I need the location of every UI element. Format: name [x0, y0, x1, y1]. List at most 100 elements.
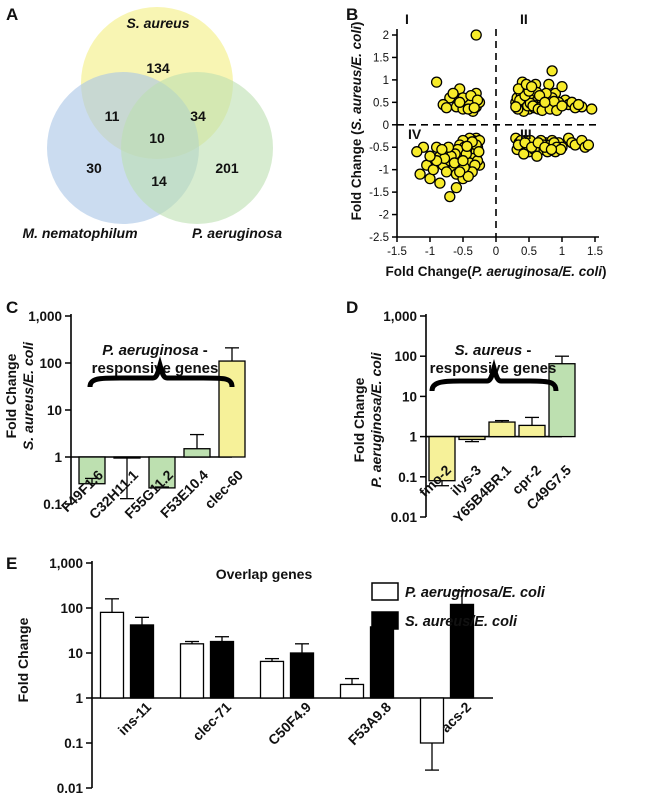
c-bar [148, 456, 176, 489]
d-y-tick-label: 10 [402, 389, 417, 404]
scatter-point [525, 80, 538, 93]
scatter-point [440, 166, 453, 178]
venn-label-s-aureus: S. aureus [126, 15, 189, 31]
scatter-point [468, 102, 480, 114]
scatter-x-tick-label: 0.5 [521, 246, 537, 258]
scatter-points [411, 29, 598, 203]
e-y-tick-label: 10 [68, 646, 83, 661]
legend-swatch-s-aureus [371, 611, 399, 630]
legend-label-s-aureus: S. aureus/E. coli [405, 614, 518, 630]
venn-count-aureus-only: 134 [146, 60, 170, 76]
quadrant-label-iv: IV [408, 126, 422, 142]
quadrant-label-i: I [405, 11, 409, 27]
scatter-point [424, 150, 436, 162]
scatter-point [457, 155, 469, 167]
e-bar [179, 643, 205, 699]
scatter-x-tick-label: -1 [425, 246, 435, 258]
scatter-point [454, 166, 466, 178]
scatter-y-tick-label: -0.5 [369, 142, 389, 154]
c-bar [183, 448, 211, 458]
e-category-label: F53A9.8 [345, 699, 394, 748]
scatter-point [440, 102, 453, 114]
c-y-tick-label: 100 [39, 356, 62, 371]
scatter-point [470, 29, 482, 41]
d-bar [488, 421, 516, 438]
quadrant-label-ii: II [520, 11, 528, 27]
scatter-point [461, 140, 473, 152]
d-y-tick-label: 100 [394, 349, 417, 364]
scatter-y-tick-label: 0 [383, 120, 389, 132]
d-bar [518, 424, 546, 438]
c-bar [218, 360, 246, 458]
d-y-tick-label: 0.01 [391, 510, 418, 525]
c-category-label: clec-60 [201, 467, 246, 512]
panel-d: D 0.010.11101001,000fmo-2ilys-3Y65B4BR.1… [346, 298, 576, 526]
scatter-point [430, 76, 443, 88]
venn-count-aureus-pseudo: 34 [190, 108, 206, 124]
scatter-point [546, 65, 558, 77]
venn: S. aureus M. nematophilum P. aeruginosa … [22, 7, 282, 241]
e-y-tick-label: 1,000 [49, 556, 83, 571]
e-category-label: C50F4.9 [265, 699, 314, 748]
scatter-point [411, 146, 423, 158]
scatter-point [434, 177, 446, 189]
d-bracket-label-line1: S. aureus - [455, 342, 532, 359]
d-y-tick-label: 1,000 [383, 309, 417, 324]
venn-count-nemato-only: 30 [86, 160, 102, 176]
scatter-point [450, 181, 463, 194]
c-y-axis-label-line2: S. aureus/E. coli [20, 341, 36, 450]
e-bar [259, 660, 285, 699]
c-brace [87, 355, 235, 388]
d-bar [458, 435, 486, 441]
scatter-y-tick-label: -1.5 [369, 187, 389, 199]
scatter-point [436, 143, 448, 156]
e-category-label: ins-11 [115, 699, 155, 739]
venn-count-aureus-nemato: 11 [105, 108, 120, 124]
e-bar [339, 683, 365, 699]
venn-count-all-three: 10 [149, 130, 165, 146]
c-bracket-label-line1: P. aeruginosa - [102, 342, 208, 359]
scatter-y-tick-label: -2.5 [369, 232, 389, 244]
e-category-label: clec-71 [189, 699, 234, 744]
panel-a: A S. aureus M. nematophilum P. aeruginos… [6, 5, 282, 241]
e-bar [129, 624, 155, 699]
e-y-tick-label: 100 [60, 601, 83, 616]
scatter-x-tick-label: 1.5 [587, 246, 603, 258]
scatter-point [545, 143, 558, 156]
d-bar [428, 435, 456, 482]
legend-swatch-p-aeruginosa [371, 582, 399, 601]
panel-label-c: C [6, 298, 18, 317]
legend-label-p-aeruginosa: P. aeruginosa/E. coli [405, 585, 546, 601]
venn-count-nemato-pseudo: 14 [151, 173, 167, 189]
e-bar [99, 611, 125, 699]
scatter-y-tick-label: 1 [383, 75, 389, 87]
scatter-point [473, 146, 485, 158]
e-bar [369, 626, 395, 699]
e-y-tick-label: 0.01 [57, 781, 84, 796]
d-y-tick-label: 0.1 [398, 470, 417, 485]
d-brace [429, 358, 559, 392]
e-title: Overlap genes [216, 566, 313, 582]
c-y-tick-label: 10 [47, 403, 62, 418]
quadrant-label-iii: III [520, 126, 532, 142]
scatter-y-tick-label: 0.5 [373, 97, 389, 109]
scatter-x-tick-label: 0 [493, 246, 499, 258]
scatter-x-tick-label: -0.5 [453, 246, 473, 258]
panel-label-b: B [346, 5, 358, 24]
c-y-tick-label: 1,000 [28, 309, 62, 324]
scatter-y-tick-label: -2 [379, 210, 389, 222]
scatter-y-tick-label: 2 [383, 30, 389, 42]
scatter-point [447, 87, 459, 100]
d-y-tick-label: 1 [409, 430, 417, 445]
e-bar [209, 640, 235, 699]
scatter-point [555, 143, 567, 156]
scatter-point [572, 98, 585, 111]
scatter-x-tick-label: 1 [559, 246, 565, 258]
venn-label-m-nematophilum: M. nematophilum [22, 225, 137, 241]
scatter-point [582, 139, 595, 151]
scatter-y-tick-label: -1 [379, 165, 389, 177]
scatter-x-axis-label: Fold Change(P. aeruginosa/E. coli) [385, 264, 606, 279]
scatter-point [586, 103, 598, 115]
scatter-y-tick-label: 1.5 [373, 52, 389, 64]
